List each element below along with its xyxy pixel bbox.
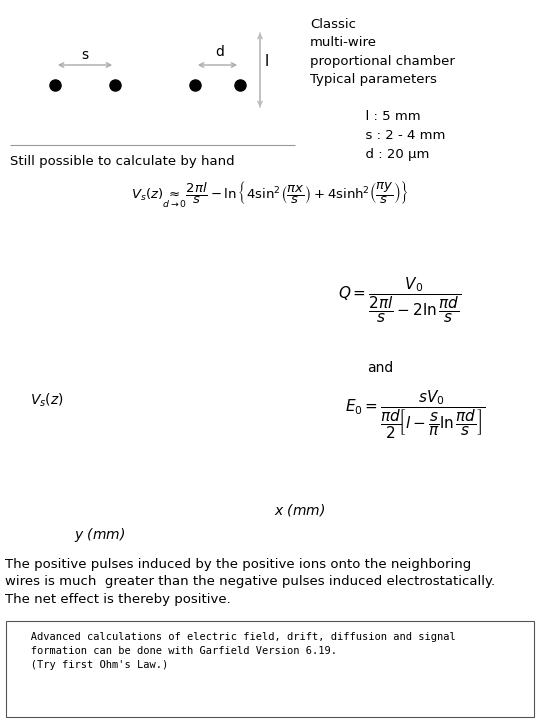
Text: $V_s(z)$: $V_s(z)$ — [30, 391, 64, 409]
Text: The positive pulses induced by the positive ions onto the neighboring
wires is m: The positive pulses induced by the posit… — [5, 558, 495, 606]
Text: $V_s(z)\underset{d\to 0}{\approx}\dfrac{2\pi l}{s}-\ln\left\{4\sin^2\!\left(\dfr: $V_s(z)\underset{d\to 0}{\approx}\dfrac{… — [131, 179, 409, 210]
Text: $Q=\dfrac{V_0}{\dfrac{2\pi l}{s}-2\ln\dfrac{\pi d}{s}}$: $Q=\dfrac{V_0}{\dfrac{2\pi l}{s}-2\ln\df… — [339, 275, 462, 325]
Text: Still possible to calculate by hand: Still possible to calculate by hand — [10, 155, 234, 168]
Text: Classic
multi-wire
proportional chamber
Typical parameters: Classic multi-wire proportional chamber … — [310, 18, 455, 86]
Text: d: d — [215, 45, 224, 59]
Text: $y$ (mm): $y$ (mm) — [75, 526, 126, 544]
Text: l : 5 mm
      s : 2 - 4 mm
      d : 20 μm: l : 5 mm s : 2 - 4 mm d : 20 μm — [340, 110, 445, 161]
Text: Advanced calculations of electric field, drift, diffusion and signal
   formatio: Advanced calculations of electric field,… — [12, 632, 456, 670]
Text: $x$ (mm): $x$ (mm) — [274, 502, 326, 518]
FancyBboxPatch shape — [6, 621, 534, 717]
Text: l: l — [265, 55, 269, 70]
Text: $E_0=\dfrac{sV_0}{\dfrac{\pi d}{2}\!\left[l-\dfrac{s}{\pi}\ln\dfrac{\pi d}{s}\ri: $E_0=\dfrac{sV_0}{\dfrac{\pi d}{2}\!\lef… — [345, 389, 485, 441]
Text: and: and — [367, 361, 393, 375]
Text: s: s — [82, 48, 89, 62]
